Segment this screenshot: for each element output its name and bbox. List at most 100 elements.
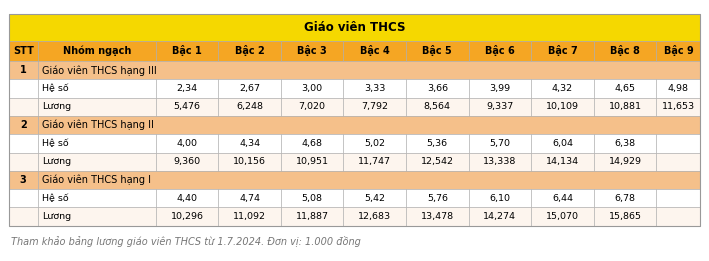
Bar bbox=[469, 207, 531, 226]
Text: 9,337: 9,337 bbox=[486, 102, 513, 111]
Bar bbox=[657, 80, 700, 98]
Bar bbox=[531, 41, 593, 61]
Text: 4,32: 4,32 bbox=[552, 84, 573, 93]
Text: 11,887: 11,887 bbox=[296, 212, 329, 221]
Text: 3,66: 3,66 bbox=[427, 84, 448, 93]
Bar bbox=[406, 41, 469, 61]
Bar bbox=[9, 189, 38, 207]
Text: 14,274: 14,274 bbox=[484, 212, 516, 221]
Text: 4,00: 4,00 bbox=[177, 139, 198, 148]
Bar bbox=[593, 41, 657, 61]
Text: 4,98: 4,98 bbox=[668, 84, 689, 93]
Bar bbox=[657, 153, 700, 171]
Bar bbox=[343, 41, 406, 61]
Text: 6,38: 6,38 bbox=[615, 139, 635, 148]
Bar bbox=[531, 153, 593, 171]
Text: Bậc 6: Bậc 6 bbox=[485, 45, 515, 56]
Text: 7,792: 7,792 bbox=[362, 102, 389, 111]
Bar bbox=[38, 41, 156, 61]
Text: 15,865: 15,865 bbox=[608, 212, 642, 221]
Bar bbox=[9, 14, 700, 226]
Text: Bậc 9: Bậc 9 bbox=[664, 45, 693, 56]
Text: 7,020: 7,020 bbox=[298, 102, 325, 111]
Bar bbox=[218, 98, 281, 116]
Bar bbox=[218, 80, 281, 98]
Text: Giáo viên THCS hạng II: Giáo viên THCS hạng II bbox=[43, 120, 154, 130]
Text: 4,74: 4,74 bbox=[239, 194, 260, 203]
Text: 10,109: 10,109 bbox=[546, 102, 579, 111]
Bar bbox=[657, 98, 700, 116]
Bar bbox=[156, 41, 218, 61]
Bar bbox=[593, 189, 657, 207]
Bar bbox=[406, 189, 469, 207]
Text: Giáo viên THCS: Giáo viên THCS bbox=[303, 21, 406, 34]
Text: 3: 3 bbox=[20, 175, 27, 185]
Text: Bậc 8: Bậc 8 bbox=[610, 45, 640, 56]
Bar bbox=[657, 207, 700, 226]
Bar bbox=[9, 134, 38, 153]
Bar bbox=[38, 80, 156, 98]
Text: Bậc 7: Bậc 7 bbox=[547, 45, 577, 56]
Bar bbox=[38, 189, 156, 207]
Bar bbox=[406, 98, 469, 116]
Text: 3,99: 3,99 bbox=[489, 84, 510, 93]
Bar bbox=[281, 41, 343, 61]
Bar bbox=[406, 134, 469, 153]
Text: Hệ số: Hệ số bbox=[43, 194, 69, 203]
Text: 15,070: 15,070 bbox=[546, 212, 579, 221]
Text: 5,76: 5,76 bbox=[427, 194, 448, 203]
Bar bbox=[156, 134, 218, 153]
Bar bbox=[9, 171, 38, 189]
Bar bbox=[281, 98, 343, 116]
Text: Bậc 4: Bậc 4 bbox=[360, 45, 390, 56]
Text: 9,360: 9,360 bbox=[174, 157, 201, 166]
Bar bbox=[9, 61, 38, 80]
Bar bbox=[469, 98, 531, 116]
Bar bbox=[469, 80, 531, 98]
Bar bbox=[38, 116, 700, 134]
Bar bbox=[531, 207, 593, 226]
Text: 14,134: 14,134 bbox=[546, 157, 579, 166]
Text: 10,881: 10,881 bbox=[608, 102, 642, 111]
Text: Giáo viên THCS hạng I: Giáo viên THCS hạng I bbox=[43, 175, 151, 185]
Bar bbox=[281, 134, 343, 153]
Bar bbox=[38, 207, 156, 226]
Bar bbox=[218, 41, 281, 61]
Text: 2: 2 bbox=[20, 120, 27, 130]
Bar bbox=[657, 41, 700, 61]
Bar bbox=[531, 98, 593, 116]
Text: Hệ số: Hệ số bbox=[43, 84, 69, 93]
Text: 4,34: 4,34 bbox=[239, 139, 260, 148]
Text: Bậc 3: Bậc 3 bbox=[297, 45, 327, 56]
Text: 10,296: 10,296 bbox=[171, 212, 203, 221]
Text: Bậc 2: Bậc 2 bbox=[235, 45, 264, 56]
Bar bbox=[9, 80, 38, 98]
Text: 2,34: 2,34 bbox=[177, 84, 198, 93]
Bar bbox=[38, 171, 700, 189]
Text: Nhóm ngạch: Nhóm ngạch bbox=[62, 46, 131, 56]
Bar bbox=[281, 207, 343, 226]
Bar bbox=[531, 80, 593, 98]
Bar bbox=[343, 80, 406, 98]
Text: 5,70: 5,70 bbox=[489, 139, 510, 148]
Text: 4,68: 4,68 bbox=[301, 139, 323, 148]
Text: Tham khảo bảng lương giáo viên THCS từ 1.7.2024. Đơn vị: 1.000 đồng: Tham khảo bảng lương giáo viên THCS từ 1… bbox=[11, 236, 361, 247]
Text: 6,44: 6,44 bbox=[552, 194, 573, 203]
Bar bbox=[406, 80, 469, 98]
Bar bbox=[38, 98, 156, 116]
Text: Lương: Lương bbox=[43, 157, 72, 166]
Bar bbox=[593, 98, 657, 116]
Bar bbox=[593, 153, 657, 171]
Text: 4,65: 4,65 bbox=[615, 84, 635, 93]
Bar bbox=[218, 153, 281, 171]
Bar bbox=[9, 14, 700, 41]
Text: 12,542: 12,542 bbox=[421, 157, 454, 166]
Bar bbox=[218, 189, 281, 207]
Bar bbox=[469, 41, 531, 61]
Bar bbox=[281, 189, 343, 207]
Text: 6,10: 6,10 bbox=[489, 194, 510, 203]
Bar bbox=[531, 189, 593, 207]
Text: 5,36: 5,36 bbox=[427, 139, 448, 148]
Bar bbox=[38, 134, 156, 153]
Bar bbox=[593, 207, 657, 226]
